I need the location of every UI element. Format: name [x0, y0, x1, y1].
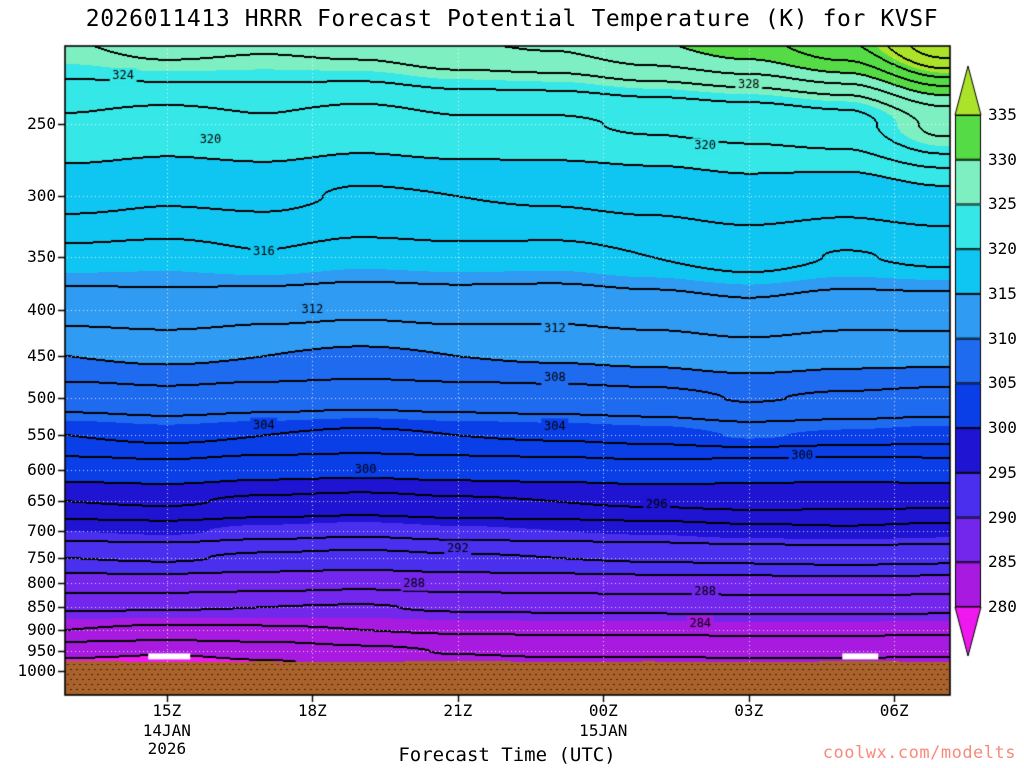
watermark-text: coolwx.com/modelts [822, 743, 1016, 763]
chart-title: 2026011413 HRRR Forecast Potential Tempe… [85, 6, 939, 32]
x-axis-label: Forecast Time (UTC) [398, 744, 616, 766]
